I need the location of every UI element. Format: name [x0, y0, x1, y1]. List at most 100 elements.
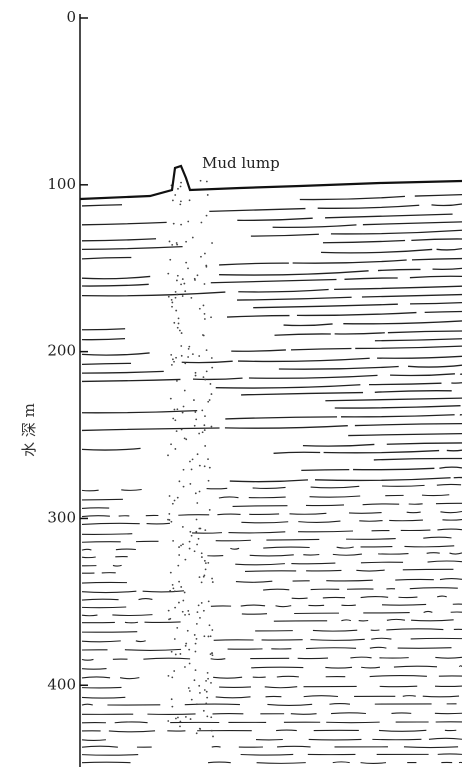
reflector	[427, 560, 462, 563]
reflector	[411, 619, 454, 622]
reflector	[124, 648, 182, 651]
dot	[180, 586, 183, 588]
dot	[186, 629, 189, 632]
reflector	[362, 503, 400, 506]
dot	[167, 674, 170, 677]
dot	[205, 180, 208, 183]
dot	[183, 282, 186, 285]
reflector	[377, 355, 462, 359]
reflector	[112, 614, 153, 617]
reflector	[411, 257, 462, 261]
reflector	[232, 505, 288, 507]
dot	[179, 725, 181, 728]
reflector	[81, 598, 119, 601]
reflector	[299, 195, 405, 201]
dot	[176, 293, 179, 296]
reflector	[273, 451, 321, 454]
dot	[206, 671, 209, 674]
reflector	[142, 590, 185, 593]
reflector	[264, 686, 298, 689]
reflector	[303, 695, 339, 698]
dot	[195, 638, 198, 640]
dot	[203, 635, 206, 638]
dot	[207, 479, 210, 482]
dot	[204, 562, 207, 564]
reflector	[278, 365, 399, 370]
dot	[178, 546, 180, 548]
reflector	[341, 619, 352, 622]
dot	[187, 687, 190, 689]
dot	[212, 735, 214, 738]
reflector	[378, 729, 427, 732]
reflector	[440, 510, 462, 514]
dot	[178, 554, 181, 556]
dot	[210, 716, 213, 719]
dot	[194, 371, 197, 374]
reflector	[241, 521, 289, 524]
reflector	[272, 224, 357, 228]
dot	[177, 322, 180, 325]
dot	[204, 568, 207, 571]
reflector	[81, 328, 126, 331]
reflector	[138, 598, 153, 601]
dot	[191, 353, 194, 355]
dot	[198, 464, 201, 467]
dot	[193, 399, 195, 401]
reflector	[378, 552, 409, 555]
reflector	[389, 519, 423, 522]
reflector	[218, 496, 239, 499]
dot	[188, 690, 191, 692]
dot	[169, 589, 172, 592]
reflector	[344, 277, 398, 280]
reflector	[432, 267, 462, 271]
dot	[183, 389, 186, 392]
reflector	[81, 581, 127, 584]
reflector	[360, 762, 387, 765]
dot	[210, 316, 212, 319]
reflector	[81, 337, 126, 341]
dot	[210, 681, 212, 684]
dot	[195, 530, 198, 533]
reflector	[305, 504, 345, 507]
reflector	[321, 248, 433, 254]
dot	[209, 653, 212, 655]
dot	[171, 676, 174, 679]
reflector	[267, 703, 313, 706]
dot	[167, 720, 170, 722]
tick-label: 100	[47, 175, 76, 193]
dot	[210, 393, 213, 395]
reflector	[435, 656, 462, 659]
dot	[205, 214, 208, 217]
dot	[202, 304, 205, 307]
dot	[181, 295, 184, 297]
reflector	[191, 532, 223, 534]
reflector	[276, 675, 299, 678]
dot	[195, 518, 198, 521]
reflector	[296, 311, 417, 317]
dot	[193, 679, 196, 682]
reflector	[235, 563, 285, 566]
dot	[167, 518, 169, 521]
dot	[173, 638, 176, 640]
dot	[198, 576, 201, 579]
reflector	[81, 447, 141, 451]
dot	[181, 411, 184, 414]
dot	[191, 236, 194, 239]
reflector	[81, 370, 164, 374]
reflector	[81, 291, 226, 297]
dot	[185, 240, 187, 243]
reflector	[312, 629, 358, 632]
dot	[196, 502, 199, 504]
tick-label: 0	[66, 8, 76, 26]
dot	[196, 543, 199, 546]
dot	[174, 653, 177, 656]
dot	[203, 283, 206, 285]
dot	[198, 355, 201, 357]
reflector	[207, 761, 231, 764]
dot	[198, 527, 201, 530]
reflector	[332, 761, 350, 764]
axis-label: 水 深 m	[20, 403, 38, 457]
reflector	[209, 207, 306, 212]
dot	[208, 466, 211, 469]
